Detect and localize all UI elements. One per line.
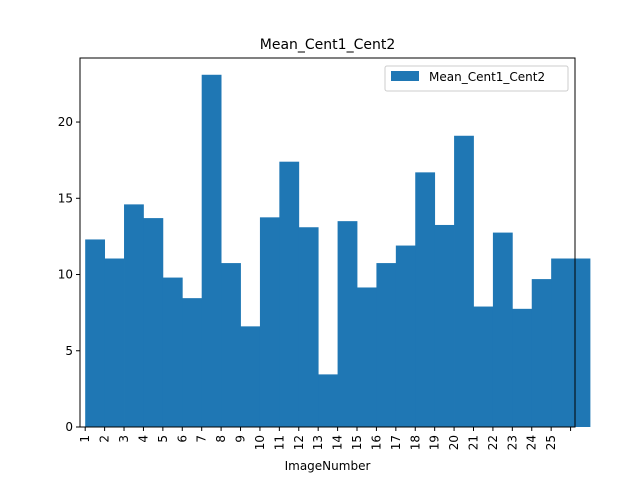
bar-9 [240,326,261,427]
x-tick-label-6: 6 [175,435,189,443]
x-tick-label-19: 19 [428,435,442,450]
y-tick-label: 10 [58,268,73,282]
x-tick-label-3: 3 [117,435,131,443]
bar-1 [85,239,106,427]
bar-6 [182,298,203,427]
bar-21 [473,306,494,427]
x-tick-label-11: 11 [272,435,286,450]
x-tick-label-23: 23 [505,435,519,450]
legend-swatch [391,71,419,81]
chart-title: Mean_Cent1_Cent2 [260,37,395,53]
legend-label: Mean_Cent1_Cent2 [429,70,545,84]
bar-4 [143,218,164,427]
bar-26 [570,258,591,427]
x-tick-label-16: 16 [369,435,383,450]
bar-18 [415,172,436,427]
bar-15 [357,287,377,427]
y-tick-label: 20 [58,115,73,129]
x-tick-label-15: 15 [350,435,364,450]
y-tick-label: 15 [58,191,73,205]
bar-24 [531,279,552,427]
bar-16 [376,263,397,427]
y-tick-label: 0 [65,420,73,434]
bar-2 [104,258,125,427]
x-tick-label-7: 7 [195,435,209,443]
bars-group [85,74,591,428]
x-tick-label-1: 1 [78,435,92,443]
plot-frame [79,57,576,428]
x-tick-label-13: 13 [311,435,325,450]
bar-13 [318,374,338,427]
y-tick-label: 5 [65,344,73,358]
x-axis: 1 2 3 4 5 6 7 8 9 10 11 12 13 14 15 16 17 18 19 20 21 22 23 24 2… [78,427,572,450]
bar-11 [279,161,300,427]
x-tick-label-10: 10 [253,435,267,450]
bar-25 [551,258,571,427]
bar-8 [221,263,241,427]
x-tick-label-5: 5 [156,435,170,443]
bar-12 [298,227,319,427]
x-tick-label-25: 25 [544,435,558,450]
x-tick-label-8: 8 [214,435,228,443]
x-tick-label-14: 14 [331,435,345,450]
bar-7 [201,74,222,428]
bar-17 [395,245,416,427]
x-tick-label-12: 12 [292,435,306,450]
bar-14 [337,221,358,427]
x-tick-label-20: 20 [447,435,461,450]
x-axis-label: ImageNumber [285,459,371,473]
y-axis: 0 5 10 15 20 [58,115,80,434]
x-tick-label-21: 21 [467,435,481,450]
x-tick-label-9: 9 [234,435,248,443]
bar-19 [434,224,455,427]
x-tick-label-4: 4 [136,435,150,443]
x-tick-label-24: 24 [525,435,539,450]
x-tick-label-18: 18 [408,435,422,450]
x-tick-label-22: 22 [486,435,500,450]
bar-10 [259,217,280,427]
bar-5 [162,277,183,427]
legend: Mean_Cent1_Cent2 [384,65,569,92]
bar-23 [512,308,533,427]
legend-box [384,65,569,92]
x-tick-label-17: 17 [389,435,403,450]
bar-20 [454,135,474,427]
bar-3 [124,204,144,427]
bar-22 [492,232,513,427]
x-tick-label-2: 2 [98,435,112,443]
